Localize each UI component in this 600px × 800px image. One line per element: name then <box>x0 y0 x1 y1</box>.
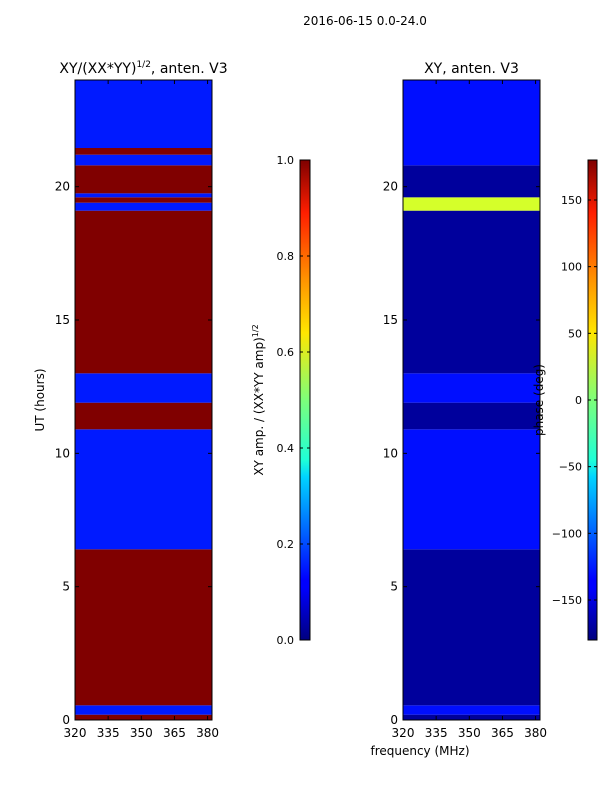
heatmap-block <box>75 154 212 166</box>
heatmap-2 <box>403 80 540 720</box>
colorbar-label: XY amp. / (XX*YY amp)1/2 <box>251 324 266 475</box>
heatmap-block <box>403 549 540 706</box>
y-tick-label: 5 <box>62 580 70 594</box>
heatmap-block <box>403 80 540 166</box>
heatmap-block <box>403 210 540 374</box>
colorbar-tick-label: 0.8 <box>277 250 295 263</box>
y-tick-label: 5 <box>390 580 398 594</box>
heatmap-block <box>403 714 540 720</box>
colorbar-tick-label: −100 <box>552 527 582 540</box>
colorbar-tick-label: −150 <box>552 594 582 607</box>
heatmap-block <box>75 197 212 203</box>
heatmap-block <box>75 429 212 550</box>
x-axis-label: frequency (MHz) <box>370 744 469 758</box>
colorbar-tick-label: 0.6 <box>277 346 295 359</box>
heatmap-block <box>75 202 212 211</box>
colorbar-label: phase (deg) <box>532 364 546 436</box>
x-tick-label: 320 <box>392 726 415 740</box>
heatmap-block <box>75 193 212 198</box>
panel-title-exponent: 1/2 <box>136 60 150 70</box>
x-tick-label: 365 <box>163 726 186 740</box>
heatmap-block <box>403 373 540 403</box>
axes-frame <box>402 79 541 721</box>
y-tick-label: 10 <box>383 446 398 460</box>
colorbar-tick-label: 0 <box>575 394 582 407</box>
colorbar-label-exponent: 1/2 <box>251 324 260 337</box>
colorbar-tick-label: 0.4 <box>277 442 295 455</box>
y-tick-label: 0 <box>62 713 70 727</box>
colorbar-tick-label: 50 <box>568 327 582 340</box>
x-tick-label: 380 <box>196 726 219 740</box>
heatmap-block <box>403 402 540 430</box>
heatmap-block <box>75 80 212 148</box>
heatmap-block <box>75 148 212 155</box>
colorbar-tick-label: 100 <box>561 261 582 274</box>
y-axis-label: UT (hours) <box>33 368 47 431</box>
colorbar-tick-label: 1.0 <box>277 154 295 167</box>
colorbar-tick-label: 0.0 <box>277 634 295 647</box>
y-tick-label: 15 <box>383 313 398 327</box>
heatmap-block <box>75 714 212 720</box>
y-tick-label: 20 <box>383 180 398 194</box>
colorbar-2: −150 −100 −50 0 50 100 150 phase (deg) <box>532 159 598 641</box>
panel-title-tail: , anten. V3 <box>151 61 228 77</box>
panel-title: XY, anten. V3 <box>424 61 519 77</box>
heatmap-1 <box>75 80 212 720</box>
y-tick-label: 20 <box>55 180 70 194</box>
colorbar-tick-label: 0.2 <box>277 538 295 551</box>
colorbar-label-main: XY amp. / (XX*YY amp) <box>252 337 266 475</box>
colorbar-1: 0.0 0.2 0.4 0.6 0.8 1.0 XY amp. / (XX*YY amp)1… <box>251 154 311 647</box>
heatmap-block <box>75 705 212 715</box>
y-tick-label: 10 <box>55 446 70 460</box>
heatmap-block <box>403 165 540 198</box>
colorbar-tick-label: −50 <box>559 461 582 474</box>
axes-frame <box>74 79 213 721</box>
x-tick-label: 365 <box>491 726 514 740</box>
x-tick-label: 350 <box>458 726 481 740</box>
panel-2: 320 335 350 365 380 0 5 10 15 20 XY, anten. V3 freq… <box>370 61 598 758</box>
x-tick-label: 320 <box>64 726 87 740</box>
x-tick-label: 335 <box>97 726 120 740</box>
heatmap-block <box>75 373 212 403</box>
heatmap-block <box>403 705 540 715</box>
colorbar-tick-label: 150 <box>561 194 582 207</box>
panel-title: XY/(XX*YY)1/2, anten. V3 <box>59 60 227 77</box>
heatmap-block <box>403 429 540 550</box>
heatmap-block <box>75 402 212 430</box>
heatmap-block <box>75 549 212 706</box>
x-tick-label: 335 <box>425 726 448 740</box>
panel-title-main: XY/(XX*YY) <box>59 61 136 77</box>
heatmap-block <box>403 197 540 211</box>
heatmap-block <box>75 210 212 374</box>
x-tick-label: 380 <box>524 726 547 740</box>
y-tick-label: 0 <box>390 713 398 727</box>
heatmap-block <box>75 165 212 194</box>
x-tick-label: 350 <box>130 726 153 740</box>
colorbar-gradient <box>299 159 311 641</box>
y-tick-label: 15 <box>55 313 70 327</box>
figure-suptitle: 2016-06-15 0.0-24.0 <box>303 14 427 28</box>
